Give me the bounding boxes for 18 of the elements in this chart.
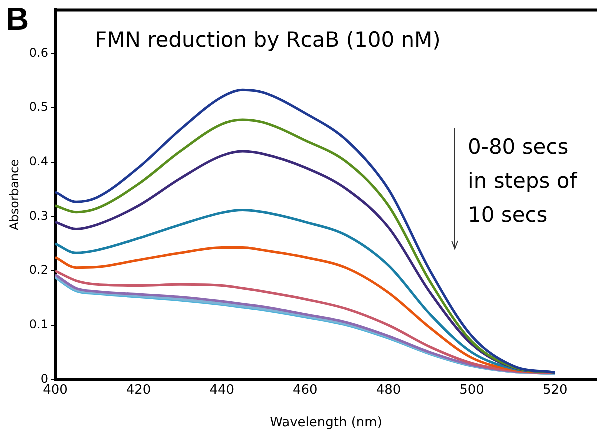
x-tick-label: 420 [126, 382, 152, 398]
y-tick-label: 0.5 [29, 100, 48, 114]
x-tick-label: 480 [376, 382, 402, 398]
text: B [6, 1, 30, 37]
y-tick-label: 0.1 [29, 318, 48, 332]
y-tick-label: 0.4 [29, 154, 48, 169]
x-tick-label: 440 [210, 382, 235, 398]
x-tick-label: 520 [542, 382, 568, 398]
annotation: 0-80 secs in steps of 10 secs [468, 134, 578, 229]
y-tick-label: 0.3 [29, 208, 48, 223]
x-tick-label: 500 [460, 382, 484, 398]
y-axis-title: Absorbance [7, 160, 22, 230]
x-axis-title: Wavelength (nm) [270, 416, 382, 431]
x-tick-label: 460 [293, 382, 318, 398]
y-tick-label: 0.2 [29, 263, 48, 278]
line-series [55, 246, 557, 374]
text: FMN reduction by RcaB (100 nM) [95, 28, 441, 52]
y-tick-label: 0.6 [29, 46, 48, 60]
